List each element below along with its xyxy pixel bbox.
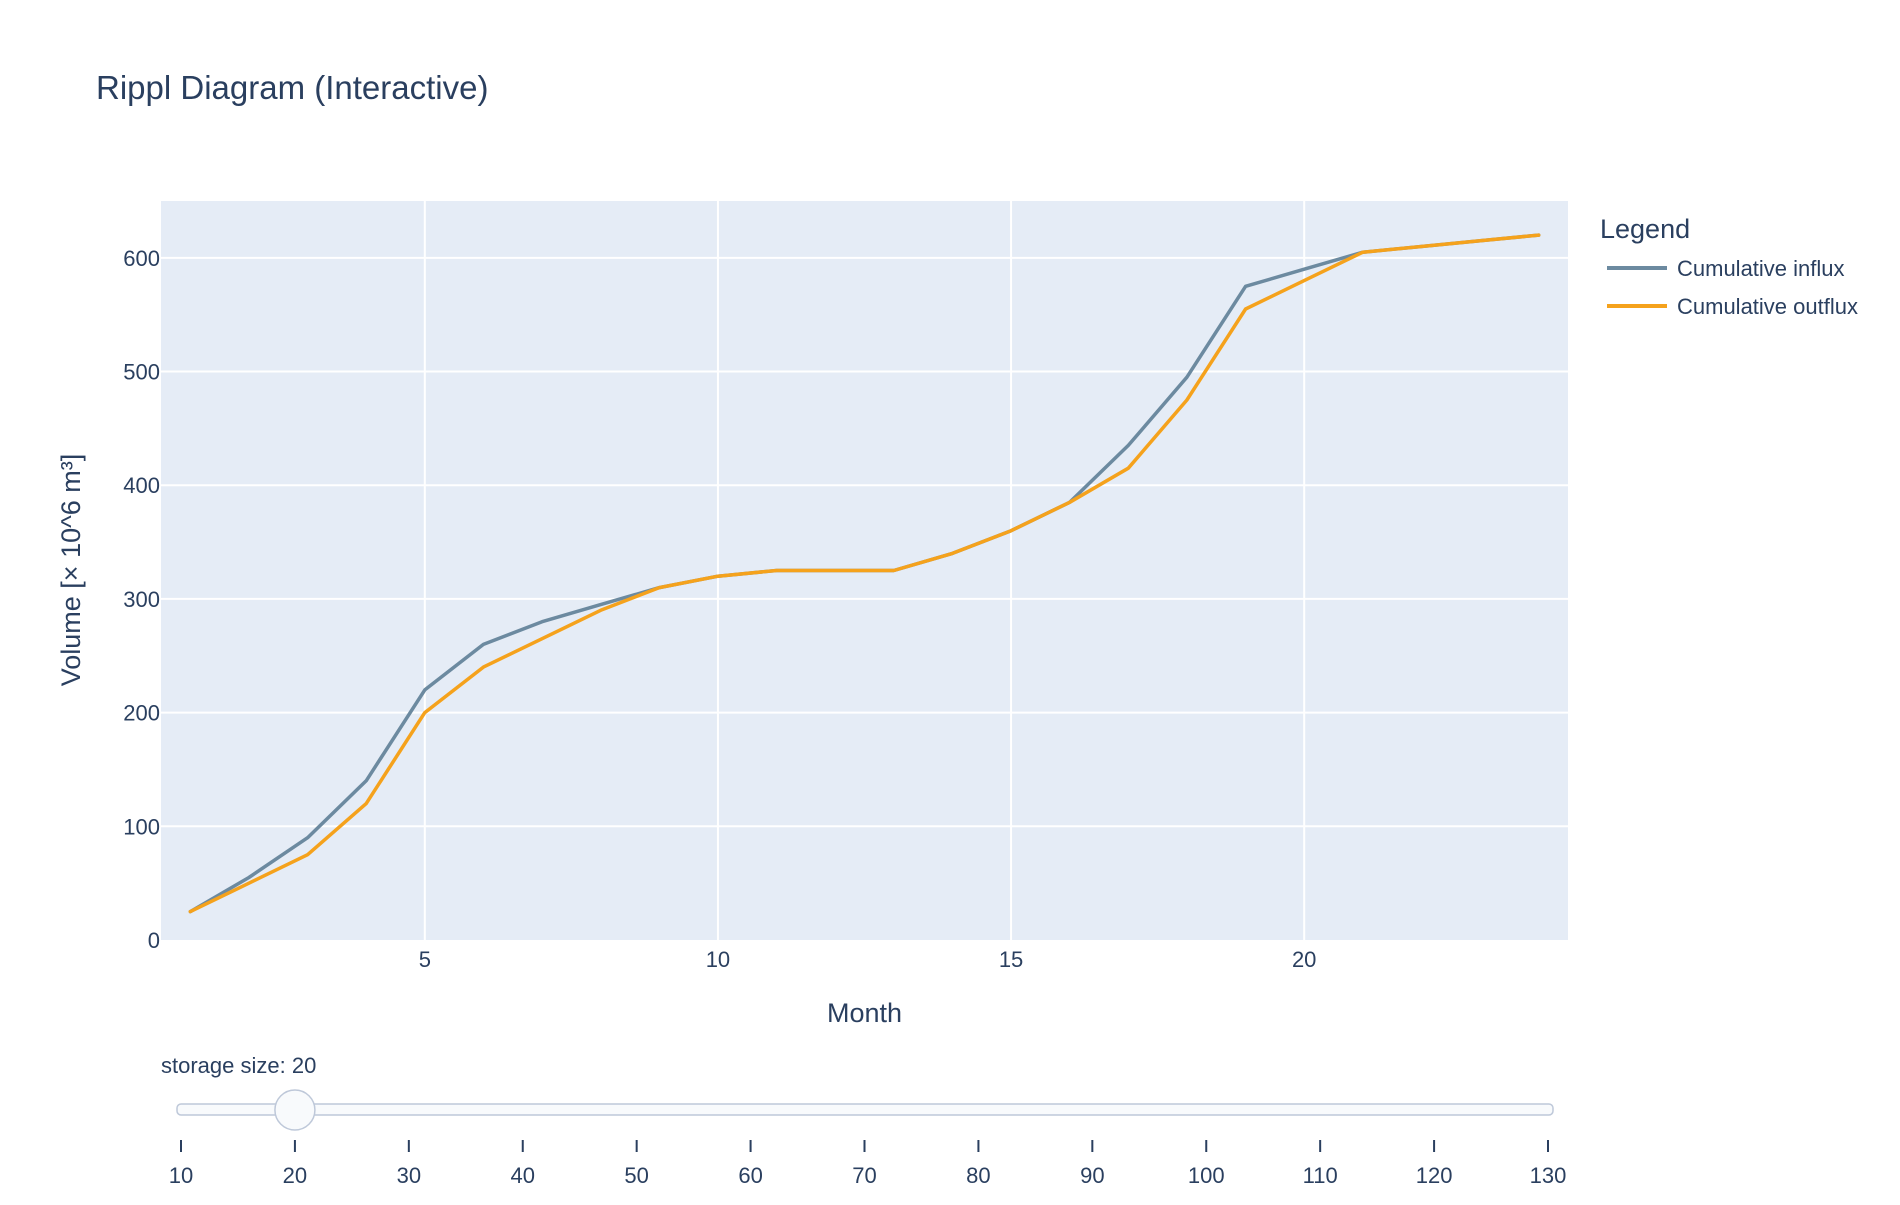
y-tick-label: 200 [123, 701, 160, 726]
y-tick-label: 300 [123, 587, 160, 612]
slider-current-value: storage size: 20 [161, 1053, 316, 1078]
y-tick-label: 500 [123, 360, 160, 385]
legend: Legend Cumulative influx Cumulative outfl… [1600, 214, 1858, 319]
slider-tick-label: 50 [624, 1163, 648, 1188]
slider-tick-label: 80 [966, 1163, 990, 1188]
storage-size-slider[interactable]: storage size: 20 10 20 30 40 50 60 70 80 90 100 11… [161, 1053, 1566, 1188]
y-axis-ticks: 0 100 200 300 400 500 600 [123, 246, 160, 953]
x-tick-label: 20 [1292, 947, 1316, 972]
legend-items: Cumulative influx Cumulative outflux [1607, 256, 1858, 319]
slider-tick-label: 10 [169, 1163, 193, 1188]
slider-tick-label: 40 [511, 1163, 535, 1188]
cumulative-outflux-line [188, 233, 1541, 914]
y-axis-title: Volume [× 10^6 m³] [56, 454, 86, 687]
slider-rail[interactable] [176, 1103, 1554, 1116]
slider-tick-label: 30 [397, 1163, 421, 1188]
grid-lines [161, 201, 1568, 940]
slider-tick-label: 120 [1416, 1163, 1453, 1188]
legend-label: Cumulative influx [1677, 256, 1845, 281]
legend-item[interactable]: Cumulative influx [1607, 256, 1845, 281]
legend-item[interactable]: Cumulative outflux [1607, 294, 1858, 319]
x-tick-label: 10 [706, 947, 730, 972]
y-tick-label: 0 [148, 928, 160, 953]
y-tick-label: 400 [123, 473, 160, 498]
slider-handle[interactable] [274, 1089, 316, 1131]
legend-title: Legend [1600, 214, 1690, 244]
slider-tick-label: 100 [1188, 1163, 1225, 1188]
x-tick-label: 15 [999, 947, 1023, 972]
slider-tick-label: 110 [1303, 1163, 1338, 1188]
slider-tick-label: 60 [738, 1163, 762, 1188]
y-tick-label: 600 [123, 246, 160, 271]
y-tick-label: 100 [123, 814, 160, 839]
chart-title: Rippl Diagram (Interactive) [96, 69, 488, 106]
x-axis-title: Month [827, 998, 902, 1028]
series-lines [188, 233, 1541, 914]
slider-tick-label: 20 [283, 1163, 307, 1188]
x-axis-ticks: 5 10 15 20 [419, 947, 1317, 972]
legend-label: Cumulative outflux [1677, 294, 1858, 319]
slider-tick-label: 90 [1080, 1163, 1104, 1188]
x-tick-label: 5 [419, 947, 431, 972]
slider-ticks: 10 20 30 40 50 60 70 80 90 100 110 120 130 [169, 1140, 1567, 1188]
slider-tick-label: 130 [1530, 1163, 1567, 1188]
slider-tick-label: 70 [852, 1163, 876, 1188]
